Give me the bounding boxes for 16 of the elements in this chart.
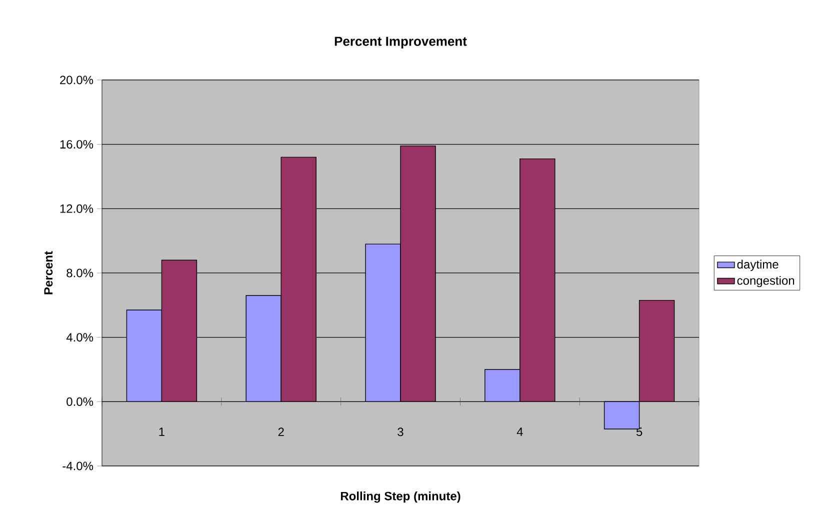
chart-title: Percent Improvement (334, 36, 467, 48)
x-axis-title: Rolling Step (minute) (340, 491, 460, 503)
y-tick-label: 4.0% (66, 333, 94, 342)
x-tick-label: 1 (159, 428, 164, 436)
x-tick-label: 4 (516, 428, 523, 436)
x-tick-label: 3 (398, 428, 404, 436)
y-tick-label: 12.0% (60, 204, 94, 213)
y-tick-label: -4.0% (62, 462, 94, 470)
y-tick-label: 20.0% (60, 76, 94, 84)
y-axis-title: Percent (44, 251, 53, 294)
x-tick-label: 2 (278, 428, 284, 436)
legend-label: daytime (737, 260, 778, 271)
y-tick-label: 16.0% (60, 140, 94, 149)
y-tick-label: 8.0% (66, 268, 94, 278)
legend-label: congestion (737, 276, 794, 288)
y-tick-label: 0.0% (66, 397, 94, 406)
